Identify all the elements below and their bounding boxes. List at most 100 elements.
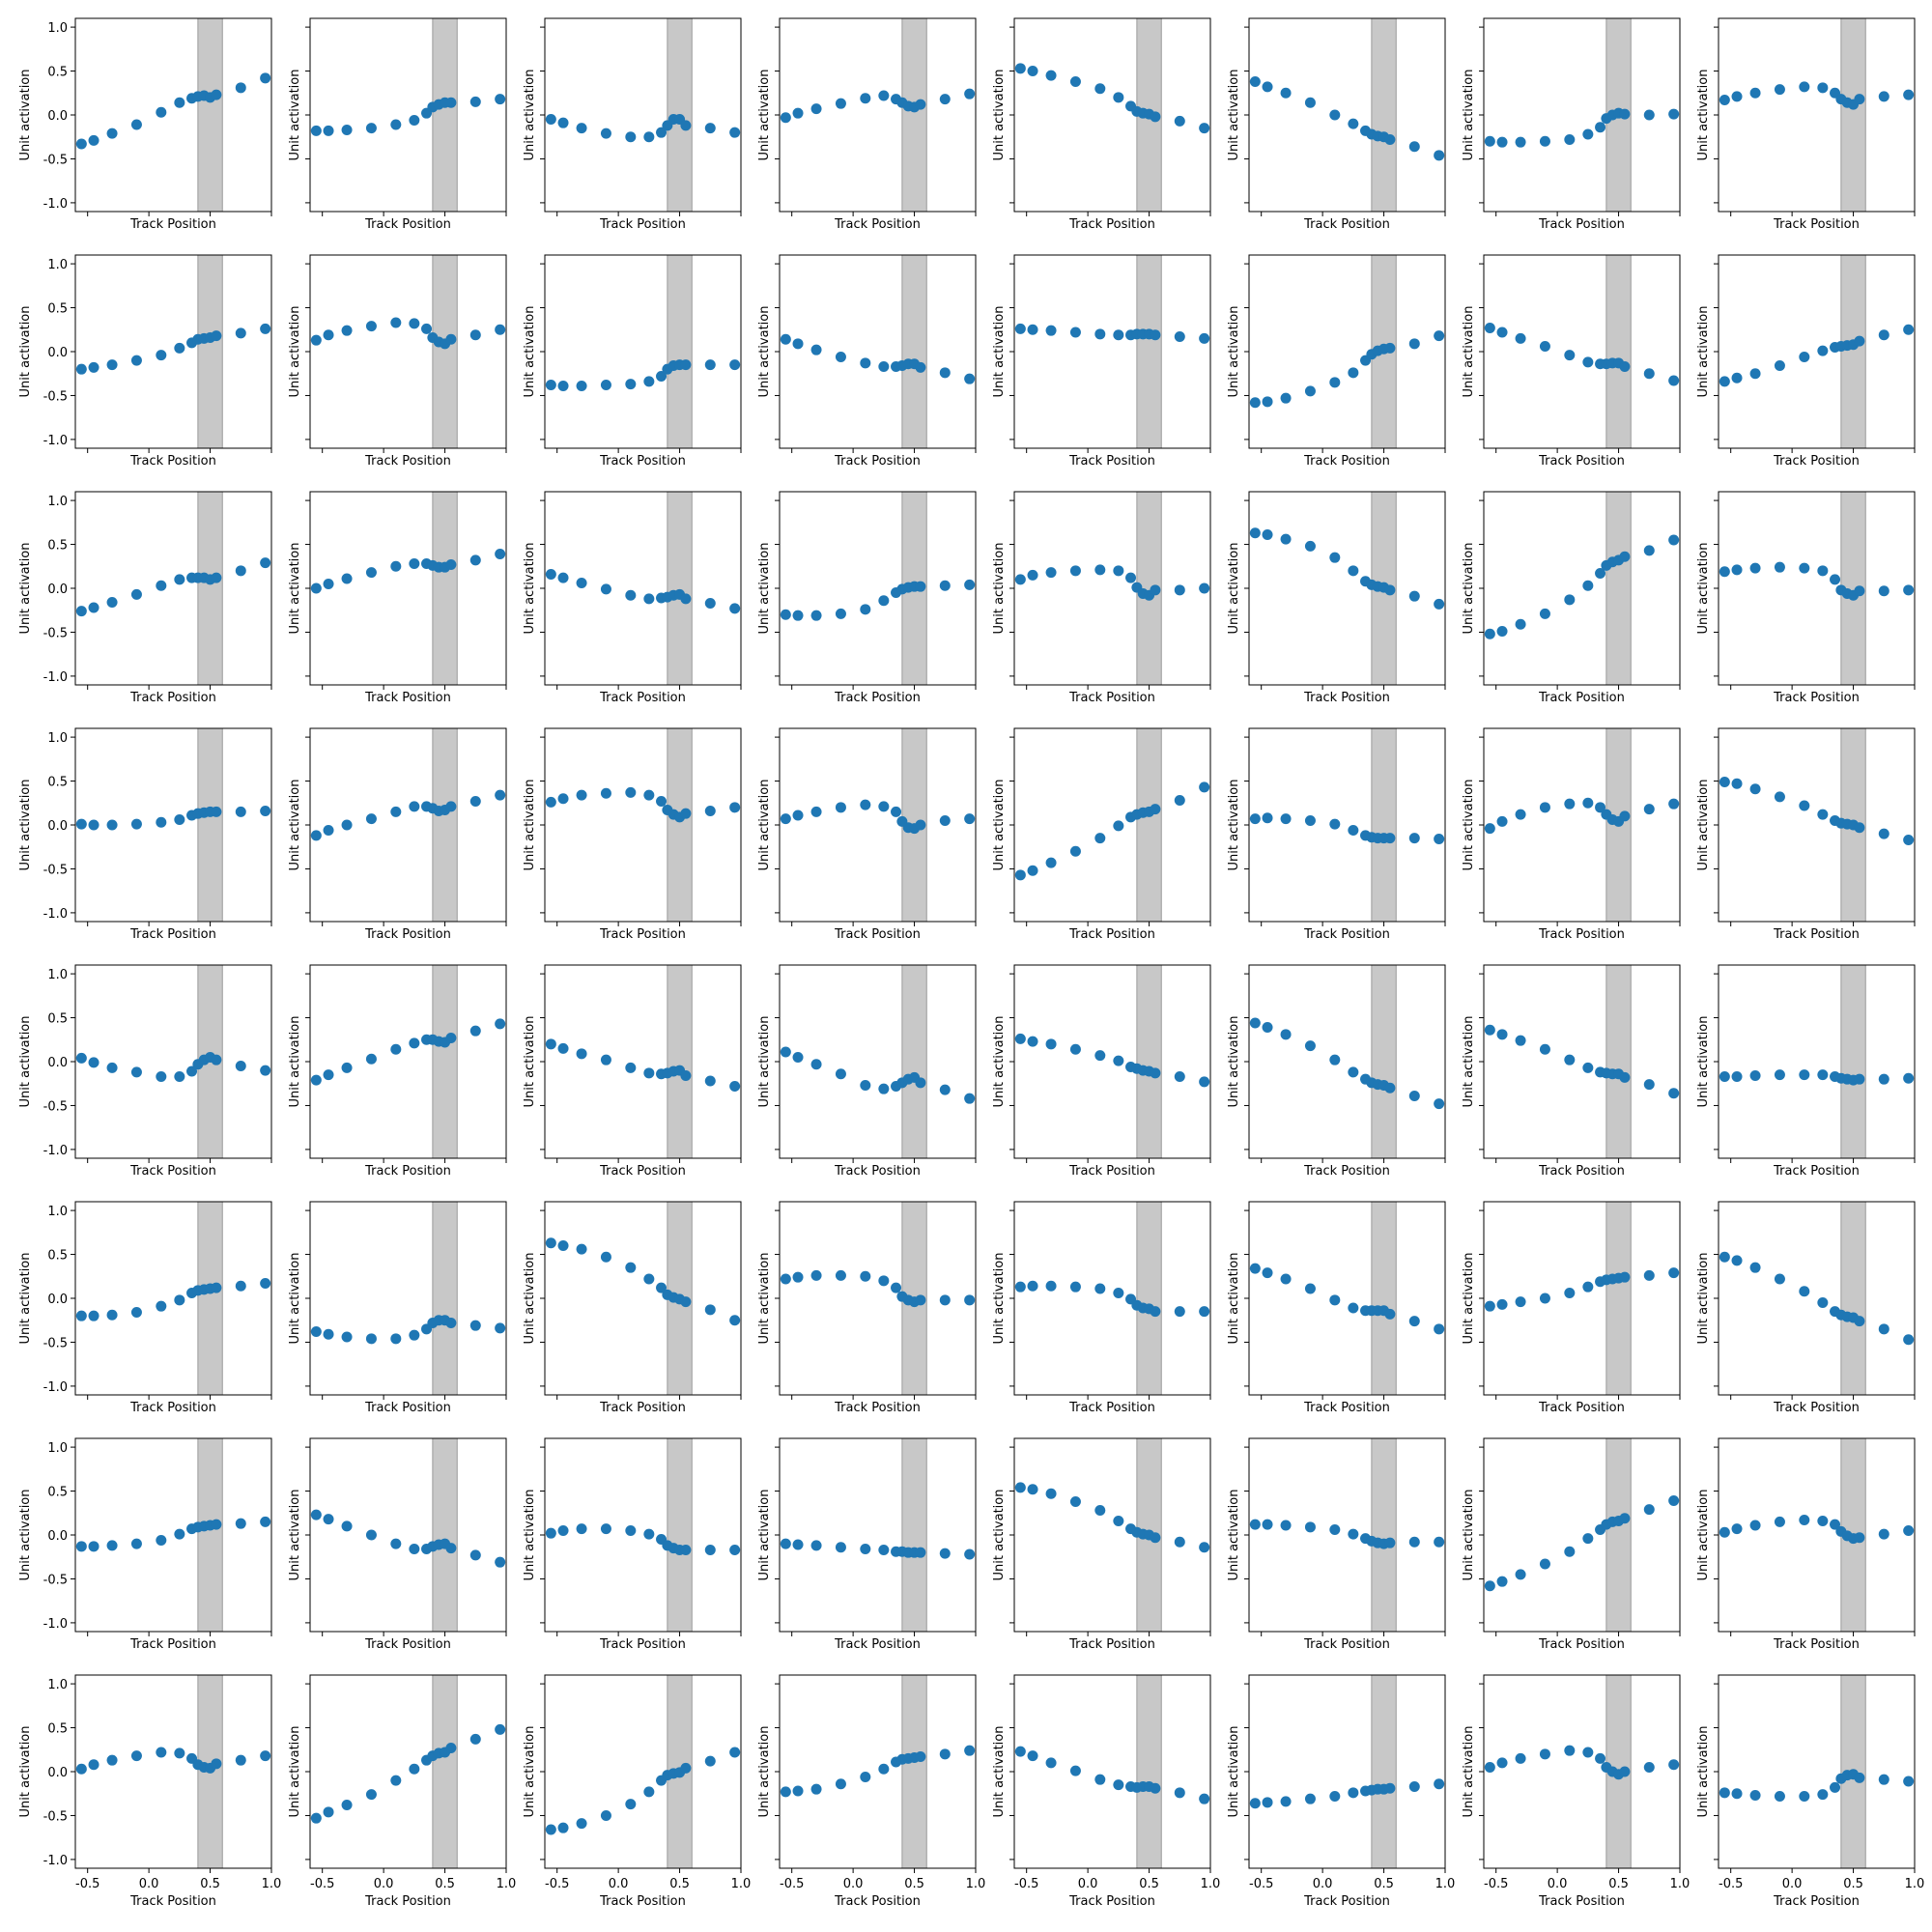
y-tick-label: 0.0 [47,346,68,360]
data-point [1408,590,1420,602]
data-point [75,363,87,375]
data-point [625,1062,637,1073]
axes-frame [1248,491,1446,686]
data-point [1774,1790,1785,1802]
x-axis-label: Track Position [1303,691,1390,705]
data-point [1719,1070,1730,1082]
data-point [1434,598,1445,610]
axes-frame [779,17,977,213]
x-axis-label: Track Position [599,1894,686,1909]
y-tick-label: 0.0 [47,1293,68,1307]
data-point [1348,1787,1359,1799]
data-point [1027,1484,1038,1495]
y-axis-label: Unit activation [1227,70,1241,161]
x-axis-label: Track Position [1068,454,1155,469]
data-point [878,801,890,812]
axes-frame [309,727,507,923]
shaded-region [432,254,458,449]
data-point [1496,815,1508,827]
data-point [341,819,353,831]
data-point [1329,109,1341,121]
subplot-6-2: Track Position Unit activation [288,1201,507,1415]
x-axis-label: Track Position [1538,1164,1625,1179]
data-point [939,1084,951,1095]
data-point [729,1544,741,1555]
shaded-region [1605,1437,1632,1633]
data-point [891,1282,902,1293]
data-point [1348,367,1359,379]
data-point [1199,123,1210,134]
y-axis-label: Unit activation [1696,306,1711,398]
data-point [1719,1787,1730,1799]
x-axis-label: Track Position [599,1164,686,1179]
data-point [1094,1505,1106,1517]
data-point [211,572,222,583]
data-point [1384,1782,1396,1794]
data-point [409,318,420,329]
data-point [1774,1516,1785,1527]
x-axis-label: Track Position [1538,454,1625,469]
y-tick-label: -1.0 [43,197,68,212]
subplot-1-6: Track Position Unit activation [1227,17,1446,232]
y-axis-label: Unit activation [992,1726,1007,1818]
subplot-3-4: Track Position Unit activation [757,491,977,705]
y-axis-label: Unit activation [992,780,1007,871]
data-point [1014,1746,1026,1757]
axes-frame [309,491,507,686]
data-point [1595,568,1606,580]
data-point [88,134,99,146]
data-point [174,342,185,354]
data-point [1113,1515,1124,1526]
data-point [1113,92,1124,103]
axes-frame [544,727,742,923]
data-point [310,1074,322,1086]
data-point [729,127,741,138]
subplot-1-1: -1.0 -0.5 0.0 0.5 1.0 Track Position Unit acti… [18,17,272,232]
y-axis-label: Unit activation [523,780,537,871]
data-point [1817,1789,1829,1801]
data-point [1539,1558,1550,1570]
data-point [729,1080,741,1092]
x-tick-label: 0.5 [1608,1877,1629,1891]
data-point [1799,81,1810,93]
data-point [792,107,804,119]
data-point [1719,1251,1730,1263]
data-point [1408,338,1420,350]
data-point [964,88,976,99]
subplot-8-3: -0.5 0.0 0.5 1.0 Track Position Unit activati… [523,1674,751,1909]
data-point [835,1778,846,1790]
x-tick-label: -0.5 [75,1877,99,1891]
shaded-region [901,17,927,213]
x-axis-label: Track Position [1773,454,1860,469]
data-point [469,1025,481,1037]
data-point [1249,813,1261,825]
axes-frame [1718,964,1916,1159]
data-point [878,1275,890,1287]
subplot-4-5: Track Position Unit activation [992,727,1211,942]
data-point [106,1754,118,1766]
data-point [1045,567,1057,579]
data-point [1643,1761,1655,1773]
data-point [1564,133,1576,145]
data-point [323,125,334,136]
axes-frame [1718,254,1916,449]
y-axis-label: Unit activation [1462,1490,1476,1581]
data-point [1408,833,1420,844]
x-axis-label: Track Position [1303,217,1390,232]
y-axis-label: Unit activation [288,1490,302,1581]
data-point [1643,804,1655,815]
data-point [576,1048,587,1060]
data-point [235,82,246,94]
data-point [860,93,871,104]
data-point [680,359,692,371]
data-point [1582,1281,1594,1293]
y-axis-label: Unit activation [523,306,537,398]
y-axis-label: Unit activation [288,306,302,398]
data-point [1817,1297,1829,1309]
data-point [860,1544,871,1555]
data-point [495,789,506,801]
x-tick-label: 0.0 [139,1877,159,1891]
y-axis-label: Unit activation [1227,1016,1241,1108]
data-point [1150,1532,1161,1544]
data-point [1069,1281,1081,1293]
